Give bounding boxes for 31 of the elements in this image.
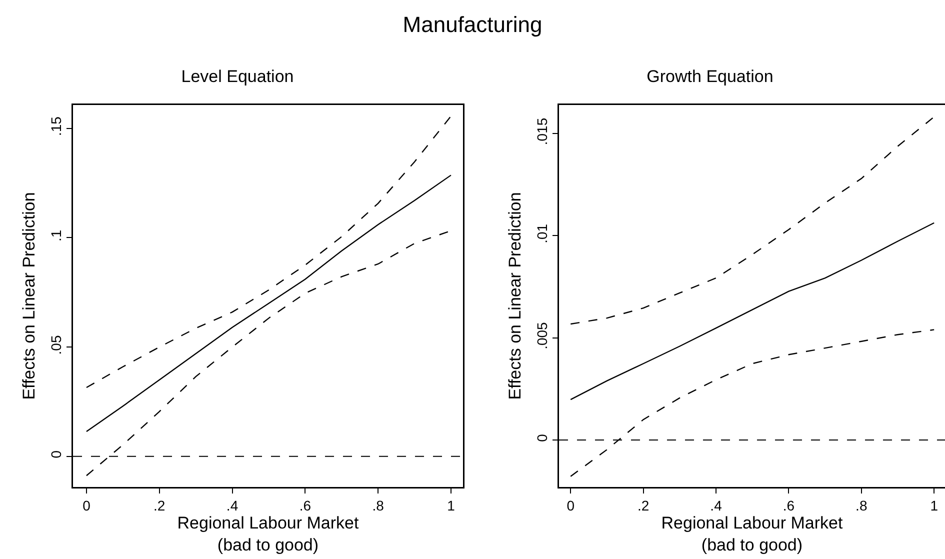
- x-tick-label: .8: [856, 497, 868, 514]
- x-tick-label: .8: [372, 497, 384, 514]
- y-axis-title: Effects on Linear Prediction: [20, 192, 39, 400]
- x-tick-label: .2: [637, 497, 650, 514]
- line-series: [86, 116, 452, 388]
- y-tick-label: .015: [534, 118, 550, 146]
- x-tick-label: 1: [930, 497, 938, 514]
- y-tick-label: .005: [534, 322, 550, 350]
- x-tick-label: .6: [782, 497, 795, 514]
- y-tick-label: .1: [48, 230, 64, 242]
- x-tick-label: 1: [447, 497, 456, 514]
- x-tick-label: 0: [566, 497, 575, 514]
- x-tick-label: 0: [82, 497, 91, 514]
- y-tick-label: 0: [534, 434, 550, 442]
- y-axis-title: Effects on Linear Prediction: [506, 192, 525, 400]
- x-axis-title: Regional Labour Market (bad to good): [661, 513, 843, 555]
- x-tick-label: .2: [154, 497, 166, 514]
- chart-title: Manufacturing: [402, 12, 544, 38]
- line-series: [86, 174, 452, 432]
- y-tick-label: .05: [48, 335, 64, 355]
- y-tick-label: 0: [48, 450, 64, 458]
- y-tick-label: .15: [48, 116, 64, 136]
- line-series: [570, 222, 935, 400]
- line-series: [570, 116, 935, 325]
- x-tick-label: .4: [710, 497, 722, 514]
- y-tick-label: .01: [534, 224, 550, 244]
- x-axis-title: Regional Labour Market (bad to good): [177, 513, 359, 555]
- x-tick-label: .4: [226, 497, 238, 514]
- chart-subtitle: Level Equation: [181, 66, 294, 86]
- chart-subtitle: Growth Equation: [646, 66, 774, 86]
- x-tick-label: .6: [299, 497, 312, 514]
